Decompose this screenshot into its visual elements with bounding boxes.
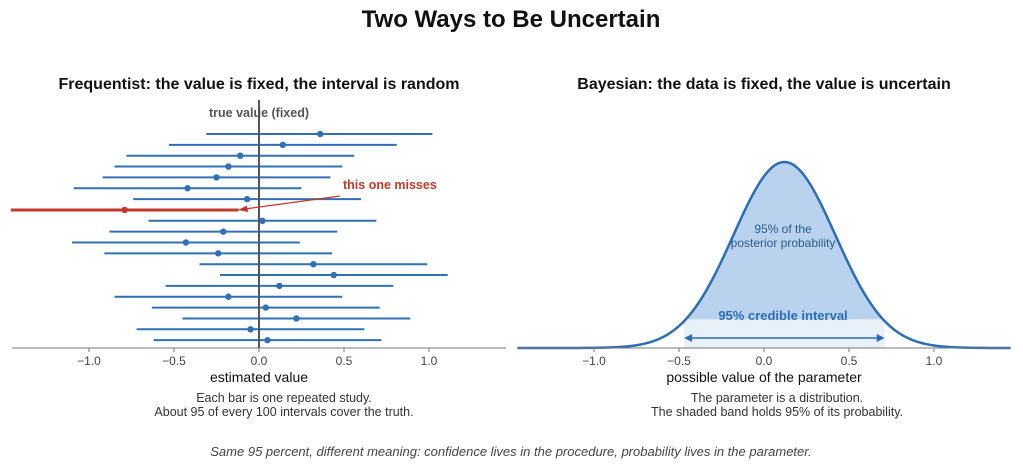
right-x-tick-label: 1.0: [926, 354, 943, 368]
miss-arrowhead: [238, 205, 248, 212]
interval-estimate-point: [276, 282, 283, 290]
interval-estimate-point: [317, 130, 324, 138]
mass-label-line-1: 95% of the: [754, 222, 812, 236]
right-caption-line-2: The shaded band holds 95% of its probabi…: [651, 405, 903, 419]
interval-estimate-point: [225, 293, 232, 300]
interval-estimate-point: [293, 315, 300, 322]
credible-interval-arrow: [684, 334, 885, 342]
miss-arrow: [244, 195, 341, 210]
bayesian-panel: Bayesian: the data is fixed, the value i…: [517, 76, 1011, 419]
interval-estimate-point: [259, 217, 266, 224]
interval-estimate-point: [184, 185, 191, 192]
interval-estimate-point: [330, 271, 337, 279]
left-x-tick-label: 1.0: [421, 354, 438, 368]
interval-estimate-point: [237, 152, 244, 159]
true-value-label: true value (fixed): [209, 106, 309, 120]
interval-estimate-point: [225, 163, 232, 170]
left-x-tick-label: 0.0: [251, 354, 268, 368]
interval-estimate-point: [121, 206, 128, 214]
right-x-tick-label: −0.5: [667, 354, 691, 368]
posterior-mass-fill: [685, 162, 883, 320]
interval-estimate-point: [182, 239, 190, 246]
frequentist-panel: Frequentist: the value is fixed, the int…: [10, 76, 506, 419]
interval-estimate-point: [264, 336, 271, 344]
right-x-tick-label: −1.0: [582, 354, 606, 368]
figure-title: Two Ways to Be Uncertain: [362, 6, 661, 33]
miss-annotation: this one misses: [343, 178, 437, 192]
right-x-tick-label: 0.0: [756, 354, 773, 368]
interval-estimate-point: [220, 228, 227, 235]
left-x-label: estimated value: [210, 369, 308, 385]
left-x-tick-label: −0.5: [162, 354, 186, 368]
interval-estimate-point: [243, 195, 251, 203]
frequentist-title: Frequentist: the value is fixed, the int…: [59, 76, 460, 93]
right-caption-line-1: The parameter is a distribution.: [691, 391, 863, 405]
right-x-tick-label: 0.5: [841, 354, 858, 368]
interval-estimate-point: [310, 261, 317, 268]
interval-estimate-point: [215, 250, 222, 257]
left-caption-line-2: About 95 of every 100 intervals cover th…: [154, 405, 413, 419]
footer-note: Same 95 percent, different meaning: conf…: [210, 444, 811, 459]
left-x-tick-label: −1.0: [77, 354, 101, 368]
credible-interval-arrowhead-right: [876, 334, 885, 342]
left-x-tick-label: 0.5: [336, 354, 353, 368]
mass-label-line-2: posterior probability: [731, 236, 836, 250]
interval-estimate-point: [247, 326, 254, 333]
credible-interval-arrowhead-left: [684, 334, 693, 342]
bayesian-title: Bayesian: the data is fixed, the value i…: [577, 76, 950, 93]
credible-interval-label: 95% credible interval: [718, 308, 847, 323]
interval-estimate-point: [262, 304, 269, 311]
right-x-label: possible value of the parameter: [666, 369, 862, 385]
right-x-ticks: −1.0 −0.5 0.0 0.5 1.0: [582, 348, 943, 368]
interval-estimate-point: [279, 141, 286, 149]
left-caption-line-1: Each bar is one repeated study.: [196, 391, 372, 405]
interval-bars: [10, 130, 448, 344]
left-x-ticks: −1.0 −0.5 0.0 0.5 1.0: [77, 348, 438, 368]
interval-estimate-point: [213, 174, 220, 181]
